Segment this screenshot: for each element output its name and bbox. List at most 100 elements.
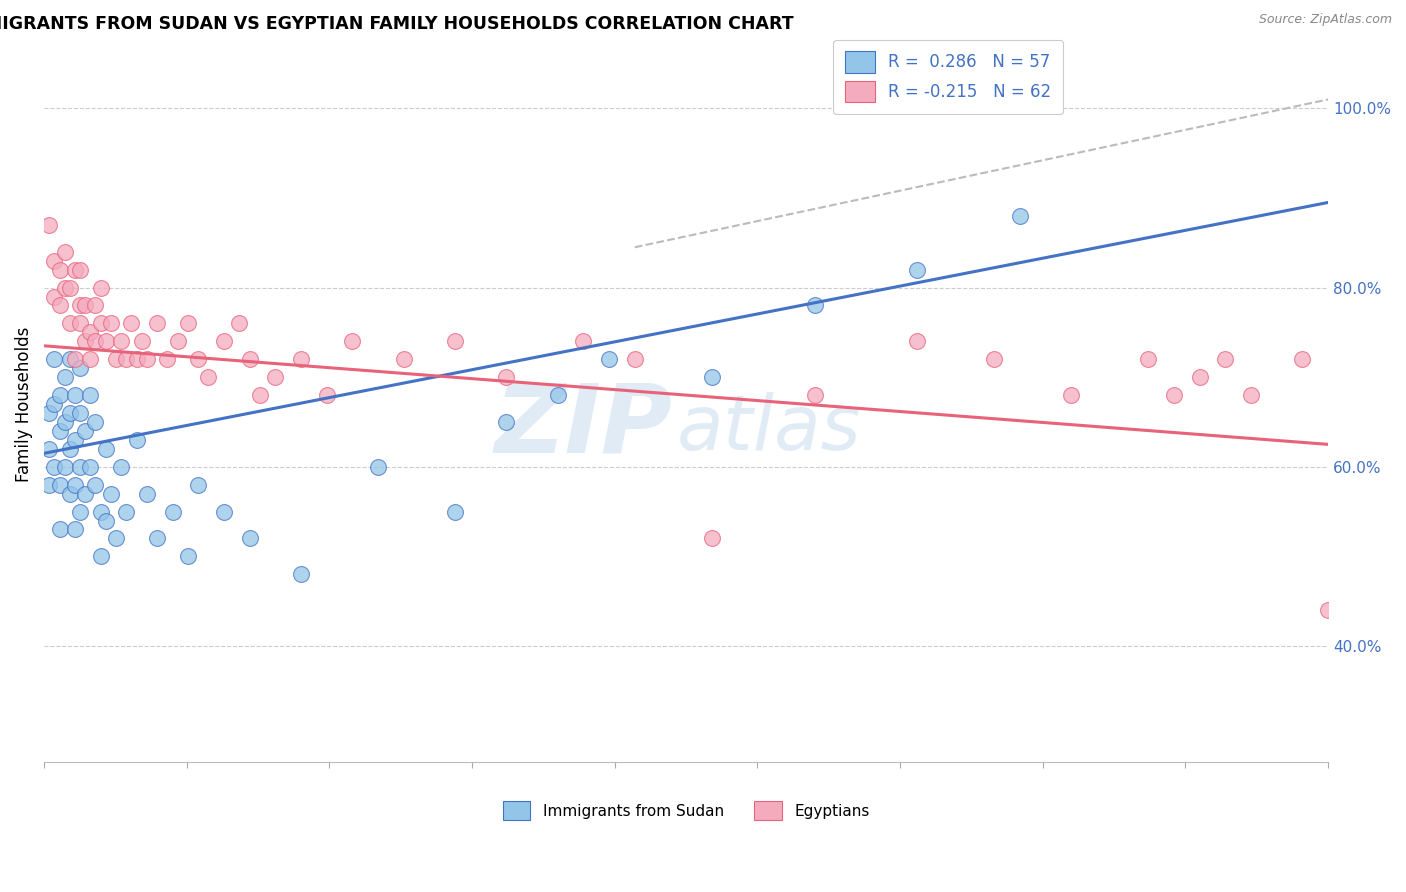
Point [94,514,117,528]
Point [53,459,76,474]
Point [48,424,70,438]
Point [177,549,200,564]
Point [290,567,312,582]
Point [623,352,645,367]
Point [105,352,128,367]
Point [59,317,82,331]
Point [547,388,569,402]
Point [177,317,200,331]
Point [146,532,169,546]
Point [1188,370,1211,384]
Point [249,388,271,402]
Point [84,415,107,429]
Point [125,352,148,367]
Point [495,370,517,384]
Point [48,298,70,312]
Point [38,218,60,232]
Point [69,361,91,376]
Point [53,415,76,429]
Point [90,505,112,519]
Text: Source: ZipAtlas.com: Source: ZipAtlas.com [1258,13,1392,27]
Point [1008,209,1031,223]
Point [1317,603,1340,617]
Point [75,334,97,349]
Point [79,388,101,402]
Point [44,352,66,367]
Point [100,486,122,500]
Point [1240,388,1263,402]
Point [69,262,91,277]
Point [572,334,595,349]
Point [135,352,157,367]
Point [212,334,235,349]
Y-axis label: Family Households: Family Households [15,326,32,482]
Point [156,352,179,367]
Point [48,477,70,491]
Point [367,459,389,474]
Point [94,442,117,456]
Point [803,298,825,312]
Point [79,352,101,367]
Point [44,253,66,268]
Point [115,505,138,519]
Point [48,523,70,537]
Point [290,352,312,367]
Point [59,352,82,367]
Point [162,505,184,519]
Point [212,505,235,519]
Point [342,334,364,349]
Point [131,334,153,349]
Point [69,505,91,519]
Point [1137,352,1160,367]
Point [1163,388,1185,402]
Point [197,370,219,384]
Point [53,280,76,294]
Text: IMMIGRANTS FROM SUDAN VS EGYPTIAN FAMILY HOUSEHOLDS CORRELATION CHART: IMMIGRANTS FROM SUDAN VS EGYPTIAN FAMILY… [0,15,793,33]
Point [69,459,91,474]
Point [700,532,723,546]
Point [105,532,128,546]
Point [905,262,928,277]
Point [63,388,86,402]
Point [120,317,142,331]
Point [125,433,148,447]
Point [135,486,157,500]
Point [59,280,82,294]
Point [48,262,70,277]
Legend: Immigrants from Sudan, Egyptians: Immigrants from Sudan, Egyptians [496,795,876,827]
Point [63,523,86,537]
Point [53,370,76,384]
Point [187,477,209,491]
Point [90,549,112,564]
Point [100,317,122,331]
Point [115,352,138,367]
Point [38,406,60,420]
Point [44,397,66,411]
Point [84,334,107,349]
Text: ZIP: ZIP [495,379,672,472]
Point [63,262,86,277]
Point [75,424,97,438]
Point [146,317,169,331]
Point [63,352,86,367]
Point [264,370,287,384]
Point [983,352,1005,367]
Point [69,406,91,420]
Point [59,486,82,500]
Point [75,486,97,500]
Point [1060,388,1083,402]
Point [59,442,82,456]
Point [59,406,82,420]
Point [110,459,132,474]
Point [598,352,620,367]
Point [79,459,101,474]
Point [90,317,112,331]
Point [905,334,928,349]
Point [84,298,107,312]
Point [53,244,76,259]
Point [69,317,91,331]
Text: atlas: atlas [678,392,862,467]
Point [392,352,415,367]
Point [90,280,112,294]
Point [228,317,250,331]
